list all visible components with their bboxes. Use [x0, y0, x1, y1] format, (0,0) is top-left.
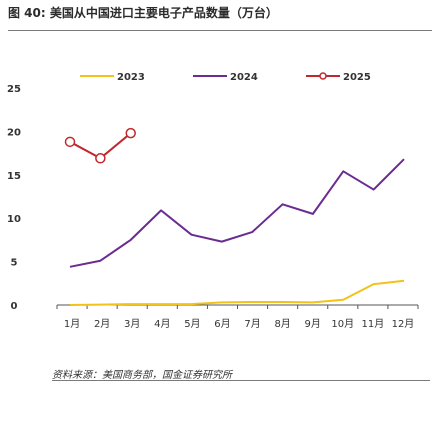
legend-item-2023: 2023 [80, 72, 145, 83]
data-point-2025 [95, 153, 106, 164]
series-2024 [69, 158, 405, 268]
y-tick-label: 5 [11, 258, 18, 269]
series-2025 [64, 127, 136, 164]
x-tick-label: 8月 [274, 318, 290, 330]
data-point-2025 [125, 127, 136, 139]
x-tick-label: 11月 [362, 318, 385, 330]
series-2023 [69, 279, 405, 306]
y-tick-label: 20 [7, 127, 21, 138]
x-tick-label: 6月 [214, 318, 230, 330]
source-note: 资料来源：美国商务部，国金证券研究所 [52, 370, 232, 381]
x-axis: 1月 2月 3月 4月 5月 6月 7月 8月 9月 10月 11月 12月 [56, 304, 419, 330]
x-tick-label: 7月 [244, 318, 260, 330]
y-tick-label: 25 [7, 84, 21, 95]
figure-title: 图 40: 美国从中国进口主要电子产品数量（万台） [8, 6, 278, 20]
y-tick-label: 0 [11, 301, 18, 312]
y-tick-label: 15 [7, 171, 21, 182]
data-point-2025 [64, 136, 76, 148]
series-layer [64, 127, 405, 306]
legend-label: 2024 [230, 72, 258, 83]
series-line-2023 [69, 279, 405, 306]
legend-item-2024: 2024 [193, 72, 258, 83]
x-tick-label: 12月 [392, 318, 415, 330]
y-tick-label: 10 [7, 214, 21, 225]
legend-label: 2025 [343, 72, 371, 83]
x-tick-label: 3月 [124, 318, 140, 330]
y-axis: 0 5 10 15 20 25 [7, 84, 21, 312]
x-tick-label: 10月 [331, 318, 354, 330]
legend-item-2025: 2025 [306, 72, 371, 83]
series-line-2024 [69, 158, 405, 268]
x-tick-label: 1月 [64, 318, 80, 330]
x-tick-label: 5月 [184, 318, 200, 330]
legend-marker [319, 72, 327, 80]
source-divider [52, 380, 430, 381]
title-divider [8, 30, 432, 31]
x-tick-label: 9月 [305, 318, 321, 330]
legend-label: 2023 [117, 72, 145, 83]
legend: 2023 2024 2025 [80, 72, 371, 83]
x-tick-label: 4月 [154, 318, 170, 330]
x-tick-label: 2月 [94, 318, 110, 330]
